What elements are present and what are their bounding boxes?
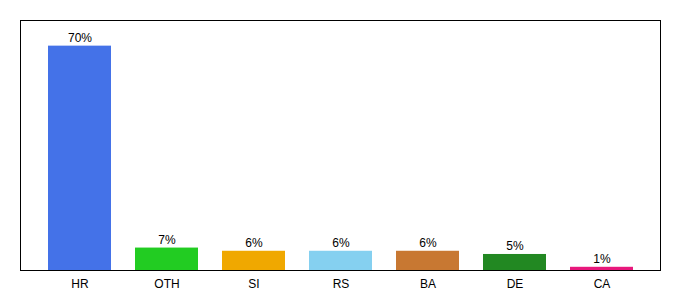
svg-text:6%: 6% — [332, 236, 350, 250]
svg-text:5%: 5% — [506, 239, 524, 253]
svg-text:CA: CA — [594, 277, 611, 291]
svg-text:SI: SI — [248, 277, 259, 291]
svg-text:6%: 6% — [245, 236, 263, 250]
svg-text:1%: 1% — [593, 252, 611, 266]
svg-text:OTH: OTH — [154, 277, 179, 291]
svg-text:DE: DE — [507, 277, 524, 291]
svg-text:HR: HR — [71, 277, 89, 291]
svg-text:70%: 70% — [68, 31, 92, 45]
svg-text:BA: BA — [420, 277, 436, 291]
svg-text:7%: 7% — [158, 233, 176, 247]
svg-text:6%: 6% — [419, 236, 437, 250]
svg-text:RS: RS — [333, 277, 350, 291]
